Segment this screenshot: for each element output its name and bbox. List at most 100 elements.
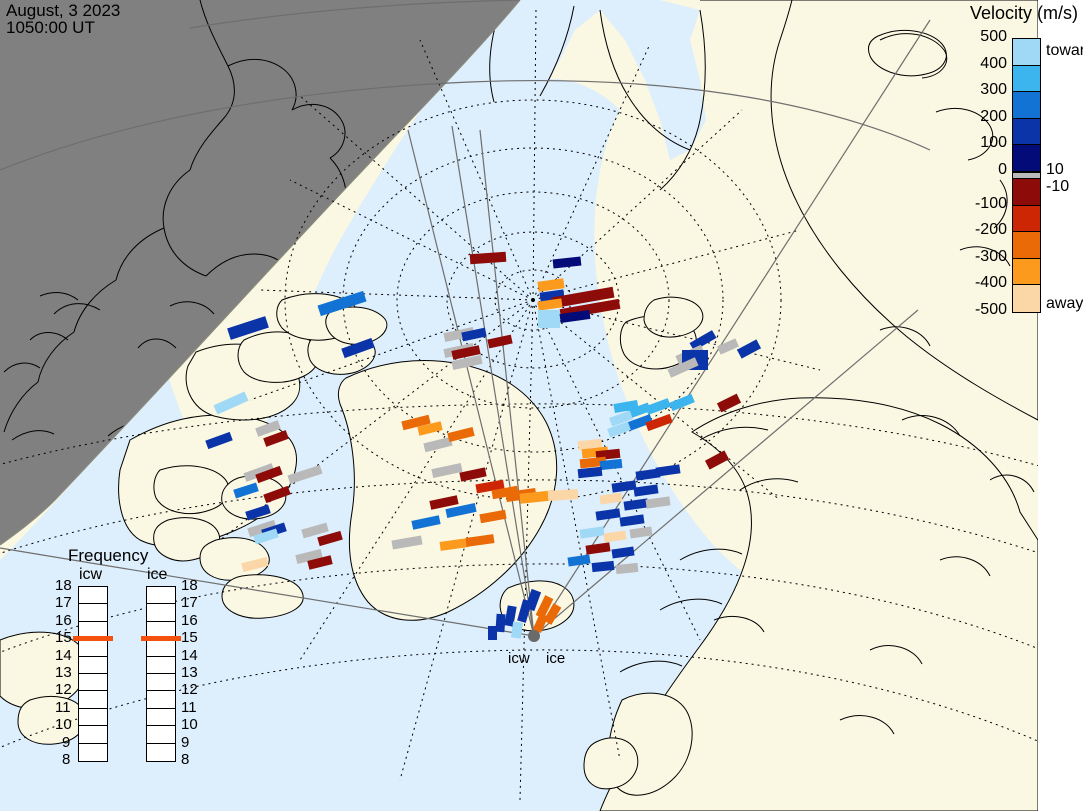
velocity-cell[interactable] <box>443 326 475 343</box>
velocity-cell[interactable] <box>263 430 289 447</box>
velocity-cell[interactable] <box>627 414 653 431</box>
velocity-cell[interactable] <box>447 426 475 443</box>
velocity-cell[interactable] <box>519 490 555 504</box>
map-panel[interactable]: icw ice <box>0 0 1038 811</box>
velocity-cell[interactable] <box>607 421 631 438</box>
velocity-cell[interactable] <box>567 554 591 567</box>
velocity-cell[interactable] <box>599 458 623 471</box>
velocity-data-cells[interactable] <box>205 251 762 640</box>
velocity-cell[interactable] <box>317 290 367 317</box>
velocity-cell[interactable] <box>439 538 469 551</box>
velocity-cell[interactable] <box>317 530 343 547</box>
velocity-cell[interactable] <box>633 484 659 497</box>
velocity-cell[interactable] <box>243 463 275 482</box>
velocity-cell[interactable] <box>213 391 249 415</box>
velocity-cell[interactable] <box>603 530 627 543</box>
velocity-cell[interactable] <box>401 414 431 431</box>
velocity-cell[interactable] <box>411 515 441 530</box>
velocity-cell[interactable] <box>459 467 487 482</box>
velocity-cell[interactable] <box>704 450 730 470</box>
velocity-cell[interactable] <box>577 438 603 451</box>
velocity-cell[interactable] <box>538 310 560 328</box>
velocity-cell[interactable] <box>599 492 623 505</box>
velocity-cell[interactable] <box>245 504 271 521</box>
velocity-cell[interactable] <box>431 462 463 479</box>
velocity-cell[interactable] <box>655 464 681 477</box>
velocity-cell[interactable] <box>611 546 635 559</box>
velocity-cell[interactable] <box>307 555 333 570</box>
velocity-cell[interactable] <box>469 251 507 265</box>
velocity-cell[interactable] <box>205 431 233 450</box>
velocity-cell[interactable] <box>547 488 579 502</box>
velocity-cell[interactable] <box>429 495 459 510</box>
velocity-cell[interactable] <box>579 456 607 469</box>
frequency-bar-ice[interactable] <box>146 586 176 762</box>
velocity-cell[interactable] <box>391 535 423 550</box>
velocity-cell[interactable] <box>611 480 637 493</box>
velocity-cell[interactable] <box>613 399 639 414</box>
velocity-cell[interactable] <box>543 603 562 625</box>
velocity-cell[interactable] <box>579 526 605 539</box>
velocity-cell[interactable] <box>667 357 699 378</box>
velocity-cell[interactable] <box>629 526 653 539</box>
velocity-cell[interactable] <box>263 485 291 504</box>
velocity-cell[interactable] <box>465 534 495 547</box>
velocity-cell[interactable] <box>736 339 762 359</box>
velocity-cell[interactable] <box>255 420 281 437</box>
velocity-cell[interactable] <box>595 508 621 521</box>
velocity-cell[interactable] <box>537 278 565 292</box>
velocity-cell[interactable] <box>609 410 633 427</box>
velocity-cell[interactable] <box>253 528 279 545</box>
velocity-cell[interactable] <box>577 466 603 479</box>
velocity-cell[interactable] <box>619 514 645 527</box>
velocity-cell[interactable] <box>716 393 742 413</box>
velocity-cell[interactable] <box>451 345 481 360</box>
velocity-cell[interactable] <box>451 354 483 371</box>
velocity-cell[interactable] <box>669 393 695 412</box>
velocity-cell[interactable] <box>627 402 651 419</box>
velocity-cell[interactable] <box>475 479 505 494</box>
velocity-cell[interactable] <box>537 298 563 311</box>
colorbar-band-8 <box>1013 232 1040 259</box>
velocity-cell[interactable] <box>552 256 582 269</box>
velocity-cell[interactable] <box>488 626 497 640</box>
velocity-cell[interactable] <box>504 605 517 627</box>
velocity-cell[interactable] <box>479 509 507 524</box>
velocity-cell[interactable] <box>535 595 554 619</box>
colorbar-strip[interactable] <box>1012 38 1041 313</box>
velocity-cell[interactable] <box>255 465 283 484</box>
velocity-cell[interactable] <box>717 338 739 355</box>
velocity-cell[interactable] <box>635 468 661 481</box>
velocity-cell[interactable] <box>445 502 477 519</box>
velocity-cell[interactable] <box>341 337 375 359</box>
velocity-cell[interactable] <box>559 309 591 324</box>
velocity-cell[interactable] <box>645 413 673 432</box>
frequency-tick-right-13: 13 <box>181 664 198 681</box>
velocity-cell[interactable] <box>295 548 323 565</box>
velocity-cell[interactable] <box>495 613 506 633</box>
velocity-cell[interactable] <box>227 316 269 340</box>
velocity-cell[interactable] <box>689 330 717 351</box>
velocity-cell[interactable] <box>461 327 487 342</box>
velocity-cell[interactable] <box>591 560 615 573</box>
velocity-cell[interactable] <box>233 482 259 499</box>
velocity-cell[interactable] <box>241 556 269 573</box>
velocity-cell[interactable] <box>517 599 532 623</box>
velocity-cell[interactable] <box>645 496 671 509</box>
radar-site-marker[interactable] <box>528 630 540 642</box>
velocity-cell[interactable] <box>247 519 277 538</box>
velocity-cell[interactable] <box>623 498 649 511</box>
velocity-cell[interactable] <box>645 398 671 415</box>
velocity-cell[interactable] <box>417 421 443 436</box>
velocity-cell[interactable] <box>423 436 453 453</box>
velocity-cell[interactable] <box>551 286 615 309</box>
frequency-bar-icw[interactable] <box>78 586 108 762</box>
velocity-cell[interactable] <box>487 334 513 349</box>
velocity-cell[interactable] <box>615 562 639 575</box>
velocity-cell[interactable] <box>532 612 549 634</box>
velocity-cell[interactable] <box>287 464 323 485</box>
velocity-cell[interactable] <box>585 542 611 555</box>
velocity-cell[interactable] <box>510 621 524 639</box>
polar-map[interactable] <box>0 0 1038 811</box>
velocity-cell[interactable] <box>301 522 329 539</box>
